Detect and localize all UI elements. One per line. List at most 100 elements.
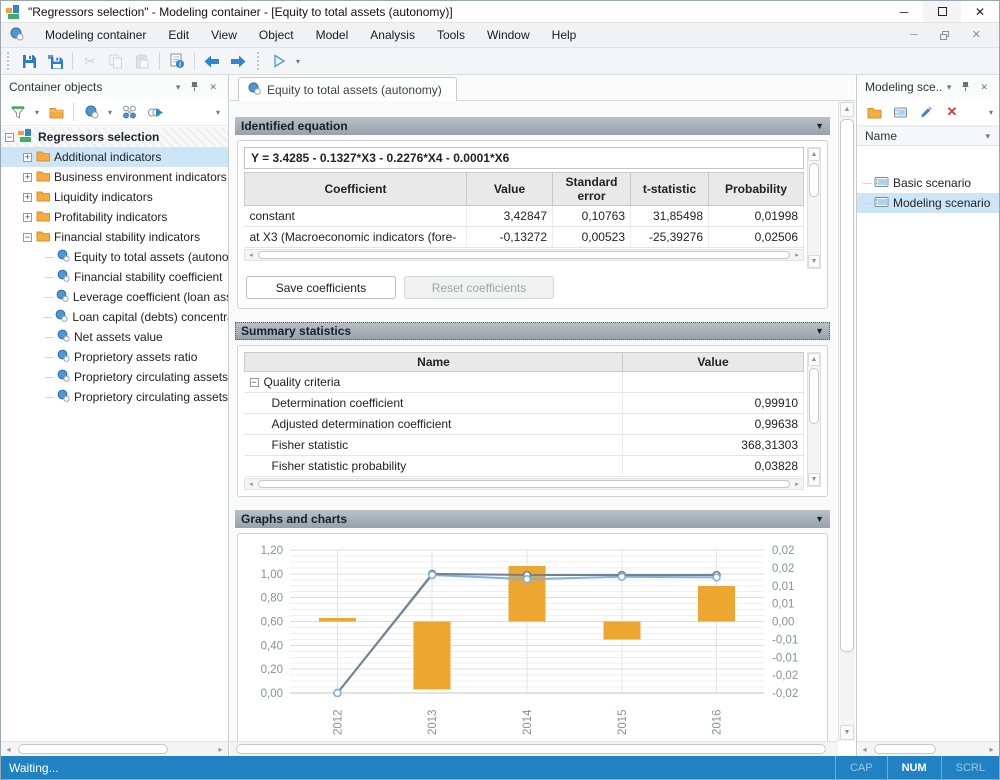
right-panel-pin-icon[interactable] [956,81,975,94]
tree-item-net-assets-value[interactable]: Net assets value [1,327,228,347]
menu-tools[interactable]: Tools [436,28,465,42]
summary-row[interactable]: Fisher statistic probability 0,03828 [244,455,804,477]
save-all-button[interactable] [42,50,68,72]
menu-view[interactable]: View [211,28,237,42]
scroll-down-icon[interactable]: ▼ [808,473,820,486]
summary-vscrollbar[interactable]: ▲ ▼ [807,352,821,487]
new-scenario-button[interactable] [887,101,913,123]
right-toolbar-overflow-caret[interactable]: ▾ [988,107,993,117]
mdi-minimize-icon[interactable]: ─ [909,29,918,41]
summary-col-name[interactable]: Name [244,352,623,372]
scroll-right-icon[interactable]: ▸ [795,481,799,488]
filter-dropdown-caret[interactable]: ▾ [35,107,40,117]
coefficient-row[interactable]: at X3 (Macroeconomic indicators (fore- -0… [244,226,804,248]
coefficients-hscrollbar[interactable]: ◂ ▸ [244,249,804,261]
tree-item-liquidity-indicators[interactable]: + Liquidity indicators [23,190,153,204]
minimize-button[interactable]: ─ [899,4,909,19]
mdi-restore-icon[interactable] [939,30,950,40]
menu-model[interactable]: Model [315,28,349,42]
coef-col-standard-error[interactable]: Standard error [552,172,631,206]
left-panel-hscrollbar[interactable]: ◂ ▸ [1,741,228,756]
tree-item-regressors-selection[interactable]: − Regressors selection [1,127,228,147]
new-folder-button[interactable] [43,101,69,123]
save-coefficients-button[interactable]: Save coefficients [246,276,396,299]
run-dropdown-caret[interactable]: ▾ [296,56,301,66]
cut-button[interactable]: ✂ [84,52,96,69]
collapse-caret-icon[interactable]: ▼ [815,326,824,336]
tree-item-financial-stability-indicators[interactable]: − Financial stability indicators [23,230,201,244]
menu-object[interactable]: Object [258,28,294,42]
expander-minus-icon[interactable]: − [5,131,14,142]
left-toolbar-overflow-caret[interactable]: ▾ [215,107,220,117]
run-button[interactable] [266,50,292,72]
edit-scenario-button[interactable] [913,101,939,123]
save-button[interactable] [16,50,42,72]
tree-item-additional-indicators[interactable]: + Additional indicators [1,147,228,167]
scroll-left-icon[interactable]: ◂ [249,252,253,259]
tree-item-business-environment-indicators[interactable]: + Business environment indicators [23,170,227,184]
expander-plus-icon[interactable]: + [23,151,32,162]
tab-equity-to-total-assets[interactable]: Equity to total assets (autonomy) [238,77,457,101]
equation-box[interactable]: Y = 3.4285 - 0.1327*X3 - 0.2276*X4 - 0.0… [244,147,804,169]
tree-item-proprietory-assets-ratio[interactable]: Proprietory assets ratio [1,347,228,367]
scroll-right-icon[interactable]: ▸ [795,252,799,259]
expander-minus-icon[interactable]: − [23,231,32,242]
collapse-caret-icon[interactable]: ▼ [815,514,824,524]
scroll-up-icon[interactable]: ▲ [808,353,820,366]
scenario-folder-button[interactable] [861,101,887,123]
tree-item-financial-stability-coefficient[interactable]: Financial stability coefficient [1,267,228,287]
menu-edit[interactable]: Edit [168,28,190,42]
main-hscrollbar[interactable] [230,741,838,756]
graphs-and-charts-header[interactable]: Graphs and charts ▼ [235,510,830,528]
summary-row[interactable]: Fisher statistic 368,31303 [244,434,804,456]
new-model-dropdown-caret[interactable]: ▾ [108,107,113,117]
summary-group-row[interactable]: − Quality criteria [244,371,804,393]
menu-modeling-container[interactable]: Modeling container [45,28,147,42]
scenario-item-modeling-scenario[interactable]: Modeling scenario [857,193,999,213]
scroll-right-icon[interactable]: ▸ [989,744,994,754]
expander-plus-icon[interactable]: + [23,191,32,202]
scroll-down-icon[interactable]: ▼ [808,255,820,268]
coef-col-coefficient[interactable]: Coefficient [244,172,467,206]
paste-button[interactable] [129,50,155,72]
tree-item-proprietory-circulating-assets[interactable]: Proprietory circulating assets [1,367,228,387]
new-model-button[interactable] [78,101,104,123]
expander-minus-icon[interactable]: − [249,377,259,387]
right-panel-hscrollbar[interactable]: ◂ ▸ [857,741,999,756]
scenario-item-basic-scenario[interactable]: Basic scenario [857,173,999,193]
menu-window[interactable]: Window [486,28,530,42]
metamodel-button[interactable] [116,101,142,123]
scenario-column-header[interactable]: Name ▾ [857,126,999,146]
copy-button[interactable] [103,50,129,72]
summary-row[interactable]: Adjusted determination coefficient 0,9963… [244,413,804,435]
coefficient-row[interactable]: constant 3,42847 0,10763 31,85498 0,01998 [244,205,804,227]
delete-scenario-button[interactable]: ✕ [946,104,958,119]
scroll-left-icon[interactable]: ◂ [862,744,867,754]
menu-help[interactable]: Help [551,28,577,42]
identified-equation-header[interactable]: Identified equation ▼ [235,117,830,135]
maximize-button[interactable] [923,1,961,22]
right-panel-menu-caret-icon[interactable]: ▾ [946,81,952,92]
scroll-left-icon[interactable]: ◂ [6,744,11,754]
coefficients-vscrollbar[interactable]: ▲ ▼ [807,147,821,269]
back-button[interactable] [199,50,225,72]
menu-analysis[interactable]: Analysis [370,28,415,42]
tree-item-proprietory-circulating-assets[interactable]: Proprietory circulating assets [1,387,228,407]
tree-item-leverage-coefficient-loan-ass[interactable]: Leverage coefficient (loan ass [1,287,228,307]
left-panel-close-icon[interactable]: ✕ [209,81,217,92]
main-vscrollbar[interactable]: ▲ ▼ [838,101,855,741]
left-panel-menu-caret-icon[interactable]: ▾ [175,81,181,92]
collapse-caret-icon[interactable]: ▼ [815,121,824,131]
right-panel-close-icon[interactable]: ✕ [980,81,988,92]
column-filter-caret-icon[interactable]: ▾ [985,130,990,141]
left-panel-pin-icon[interactable] [185,81,204,94]
expander-plus-icon[interactable]: + [23,171,32,182]
scroll-left-icon[interactable]: ◂ [249,481,253,488]
scroll-up-icon[interactable]: ▲ [808,148,820,161]
coef-col-value[interactable]: Value [466,172,553,206]
summary-row[interactable]: Determination coefficient 0,99910 [244,392,804,414]
filter-button[interactable] [5,101,31,123]
tree-item-profitability-indicators[interactable]: + Profitability indicators [23,210,168,224]
tree-item-loan-capital-debts-concentra[interactable]: Loan capital (debts) concentra [1,307,228,327]
summary-statistics-header[interactable]: Summary statistics ▼ [235,322,830,340]
